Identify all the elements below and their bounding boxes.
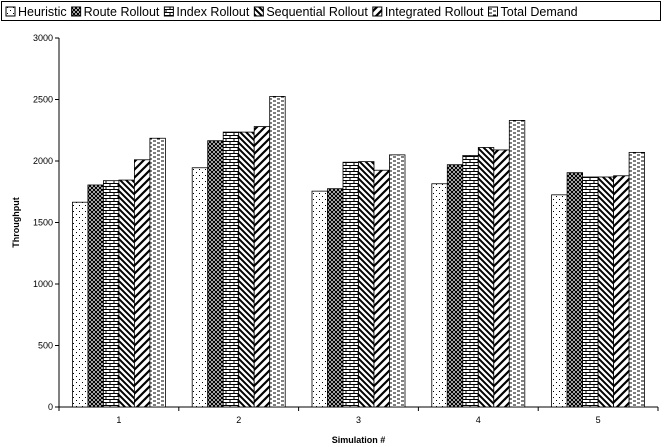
y-tick-label: 1500 [33, 218, 53, 228]
bar-total-demand [389, 154, 406, 408]
bar-total-demand [508, 120, 526, 408]
legend-swatch [71, 6, 82, 17]
bar-route-rollout [327, 188, 344, 408]
y-axis-label: Throughput [11, 197, 21, 247]
x-tick-label: 4 [476, 415, 481, 425]
y-tick-label: 0 [48, 402, 53, 412]
bar-sequential-rollout [118, 179, 135, 408]
legend-swatch [488, 6, 498, 17]
x-tick-label: 1 [116, 415, 121, 425]
x-tick-label: 2 [236, 415, 241, 425]
legend-label: Sequential Rollout [266, 5, 368, 19]
bar-sequential-rollout [238, 131, 255, 408]
bar-total-demand [149, 137, 166, 408]
legend [1, 1, 661, 21]
y-tick-label: 500 [38, 341, 53, 351]
bar-index-rollout [222, 131, 240, 408]
legend-swatch [5, 6, 16, 17]
bar-route-rollout [446, 164, 464, 408]
bar-integrated-rollout [493, 149, 510, 408]
legend-label: Index Rollout [176, 5, 249, 19]
legend-label: Total Demand [501, 5, 578, 19]
bar-heuristic [551, 194, 568, 408]
legend-swatch [253, 6, 264, 17]
bar-integrated-rollout [613, 175, 630, 408]
legend-label: Integrated Rollout [385, 5, 484, 19]
legend-label: Heuristic [18, 5, 67, 19]
x-tick-label: 3 [356, 415, 361, 425]
bar-heuristic [431, 183, 448, 408]
bar-index-rollout [342, 161, 359, 408]
bar-integrated-rollout [133, 159, 151, 408]
bar-sequential-rollout [358, 161, 375, 408]
bar-integrated-rollout [373, 169, 390, 408]
x-tick-label: 5 [596, 415, 601, 425]
bar-route-rollout [87, 184, 104, 408]
bar-route-rollout [207, 140, 224, 408]
y-tick-label: 1000 [33, 279, 53, 289]
bar-integrated-rollout [253, 126, 271, 408]
y-tick-label: 2000 [33, 156, 53, 166]
y-tick-label: 3000 [33, 33, 53, 43]
bar-total-demand [628, 151, 645, 408]
bar-index-rollout [462, 155, 479, 408]
bar-index-rollout [103, 180, 120, 408]
bar-index-rollout [582, 176, 599, 408]
bar-sequential-rollout [597, 176, 614, 408]
bar-route-rollout [566, 172, 583, 408]
legend-label: Route Rollout [84, 5, 160, 19]
legend-swatch [372, 6, 383, 17]
bar-heuristic [191, 167, 209, 408]
bar-total-demand [269, 96, 286, 408]
bar-sequential-rollout [477, 147, 495, 408]
x-axis-label: Simulation # [332, 435, 386, 445]
bar-heuristic [311, 190, 328, 408]
y-tick-label: 2500 [33, 95, 53, 105]
legend-swatch [163, 6, 174, 17]
bar-heuristic [72, 201, 89, 408]
